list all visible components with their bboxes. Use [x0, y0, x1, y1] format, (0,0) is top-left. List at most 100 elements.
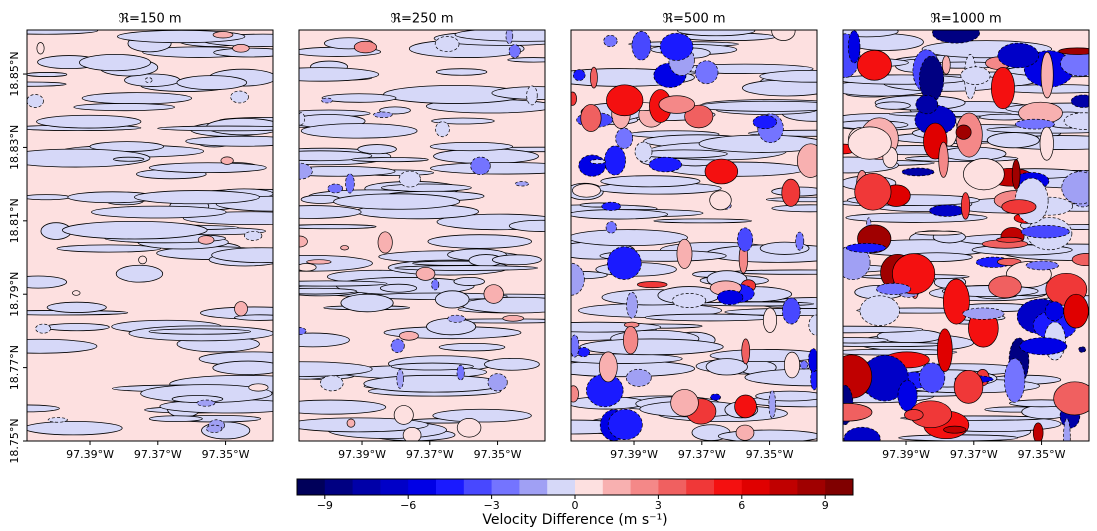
contour-cell [734, 394, 757, 419]
contour-cell [456, 364, 465, 381]
contour-cell [373, 111, 393, 118]
contour-cell [196, 399, 216, 407]
contour-cell [321, 97, 333, 104]
contour-cell [589, 66, 598, 89]
contour-cell [783, 351, 801, 379]
contour-band [299, 399, 387, 415]
contour-cell [648, 156, 682, 173]
contour-cell [737, 227, 754, 252]
contour-cell [943, 425, 967, 434]
contour-band [843, 337, 889, 344]
contour-cell [634, 141, 653, 162]
contour-cell [961, 192, 971, 220]
panel-frame [842, 29, 1090, 442]
contour-band [379, 106, 411, 115]
contour-cell [340, 245, 349, 251]
contour-band [79, 53, 151, 72]
colorbar-label: Velocity Difference (m s⁻¹) [482, 512, 667, 528]
contour-cell [35, 323, 51, 334]
contour-band [432, 408, 532, 423]
contour-band [27, 404, 60, 413]
contour-cell [319, 375, 344, 392]
contour-cell [843, 354, 873, 399]
contour-cell [694, 60, 719, 85]
contour-band [765, 196, 817, 203]
contour-cell [487, 373, 508, 392]
contour-band [299, 332, 350, 348]
contour-cell [1070, 94, 1089, 108]
contour-band [571, 321, 662, 333]
contour-band [363, 374, 505, 393]
panel-frame [570, 29, 818, 442]
contour-band [333, 193, 461, 210]
contour-cell [735, 424, 755, 441]
contour-band [759, 69, 817, 83]
contour-band [213, 47, 273, 58]
contour-cell [399, 331, 419, 341]
panel-title: ℜ=250 m [390, 12, 453, 27]
contour-cell [636, 281, 668, 289]
contour-cell [963, 158, 1005, 191]
contour-cell [248, 383, 269, 392]
contour-band [234, 314, 273, 321]
contour-band [36, 114, 142, 129]
colorbar-swatch [408, 479, 437, 495]
contour-field [843, 30, 1089, 441]
contour-band [677, 30, 756, 37]
contour-band [453, 277, 485, 286]
contour-cell [234, 301, 248, 317]
colorbar-swatch [630, 479, 659, 495]
contour-cell [929, 204, 966, 217]
contour-cell [1011, 159, 1021, 190]
contour-cell [626, 291, 638, 319]
colorbar-swatch [741, 479, 771, 495]
contour-band [299, 417, 429, 433]
contour-band [133, 190, 260, 205]
contour-band [27, 30, 99, 35]
contour-cell [1025, 260, 1059, 271]
contour-cell [625, 368, 652, 387]
contour-cell [709, 190, 732, 211]
contour-cell [299, 112, 305, 126]
contour-cell [346, 418, 356, 428]
contour-cell [843, 403, 873, 422]
contour-cell [684, 104, 714, 129]
contour-cell [897, 380, 918, 412]
contour-band [429, 141, 514, 152]
contour-cell [402, 427, 422, 441]
contour-cell [36, 42, 45, 55]
colorbar-tick-label: 3 [655, 499, 662, 512]
colorbar-swatch [436, 479, 465, 495]
contour-cell [230, 90, 249, 104]
contour-cell [762, 307, 777, 333]
contour-cell [1063, 418, 1071, 441]
contour-cell [526, 85, 538, 106]
x-tick-label: 97.37°W [406, 448, 454, 461]
contour-cell [843, 426, 881, 441]
contour-cell [572, 183, 601, 198]
colorbar-swatch [602, 479, 632, 495]
contour-band [600, 175, 701, 188]
contour-cell [845, 243, 887, 253]
contour-cell [631, 30, 652, 61]
y-tick-label: 18.77°N [8, 345, 21, 390]
contour-band [148, 415, 203, 423]
contour-cell [710, 393, 721, 401]
panel-title: ℜ=500 m [662, 12, 725, 27]
contour-cell [962, 307, 1005, 320]
x-tick-label: 97.37°W [678, 448, 726, 461]
contour-cell [607, 408, 643, 441]
contour-band [321, 93, 397, 103]
contour-cell [676, 238, 693, 269]
contour-cell [144, 77, 153, 83]
contour-cell [1040, 51, 1054, 99]
contour-band [176, 75, 248, 91]
panel-title: ℜ=1000 m [930, 12, 1001, 27]
contour-band [427, 234, 533, 249]
contour-cell [918, 362, 946, 394]
contour-cell [502, 315, 524, 322]
contour-cell [212, 31, 234, 39]
contour-cell [470, 156, 491, 175]
contour-band [299, 67, 380, 82]
contour-cell [1071, 253, 1089, 267]
